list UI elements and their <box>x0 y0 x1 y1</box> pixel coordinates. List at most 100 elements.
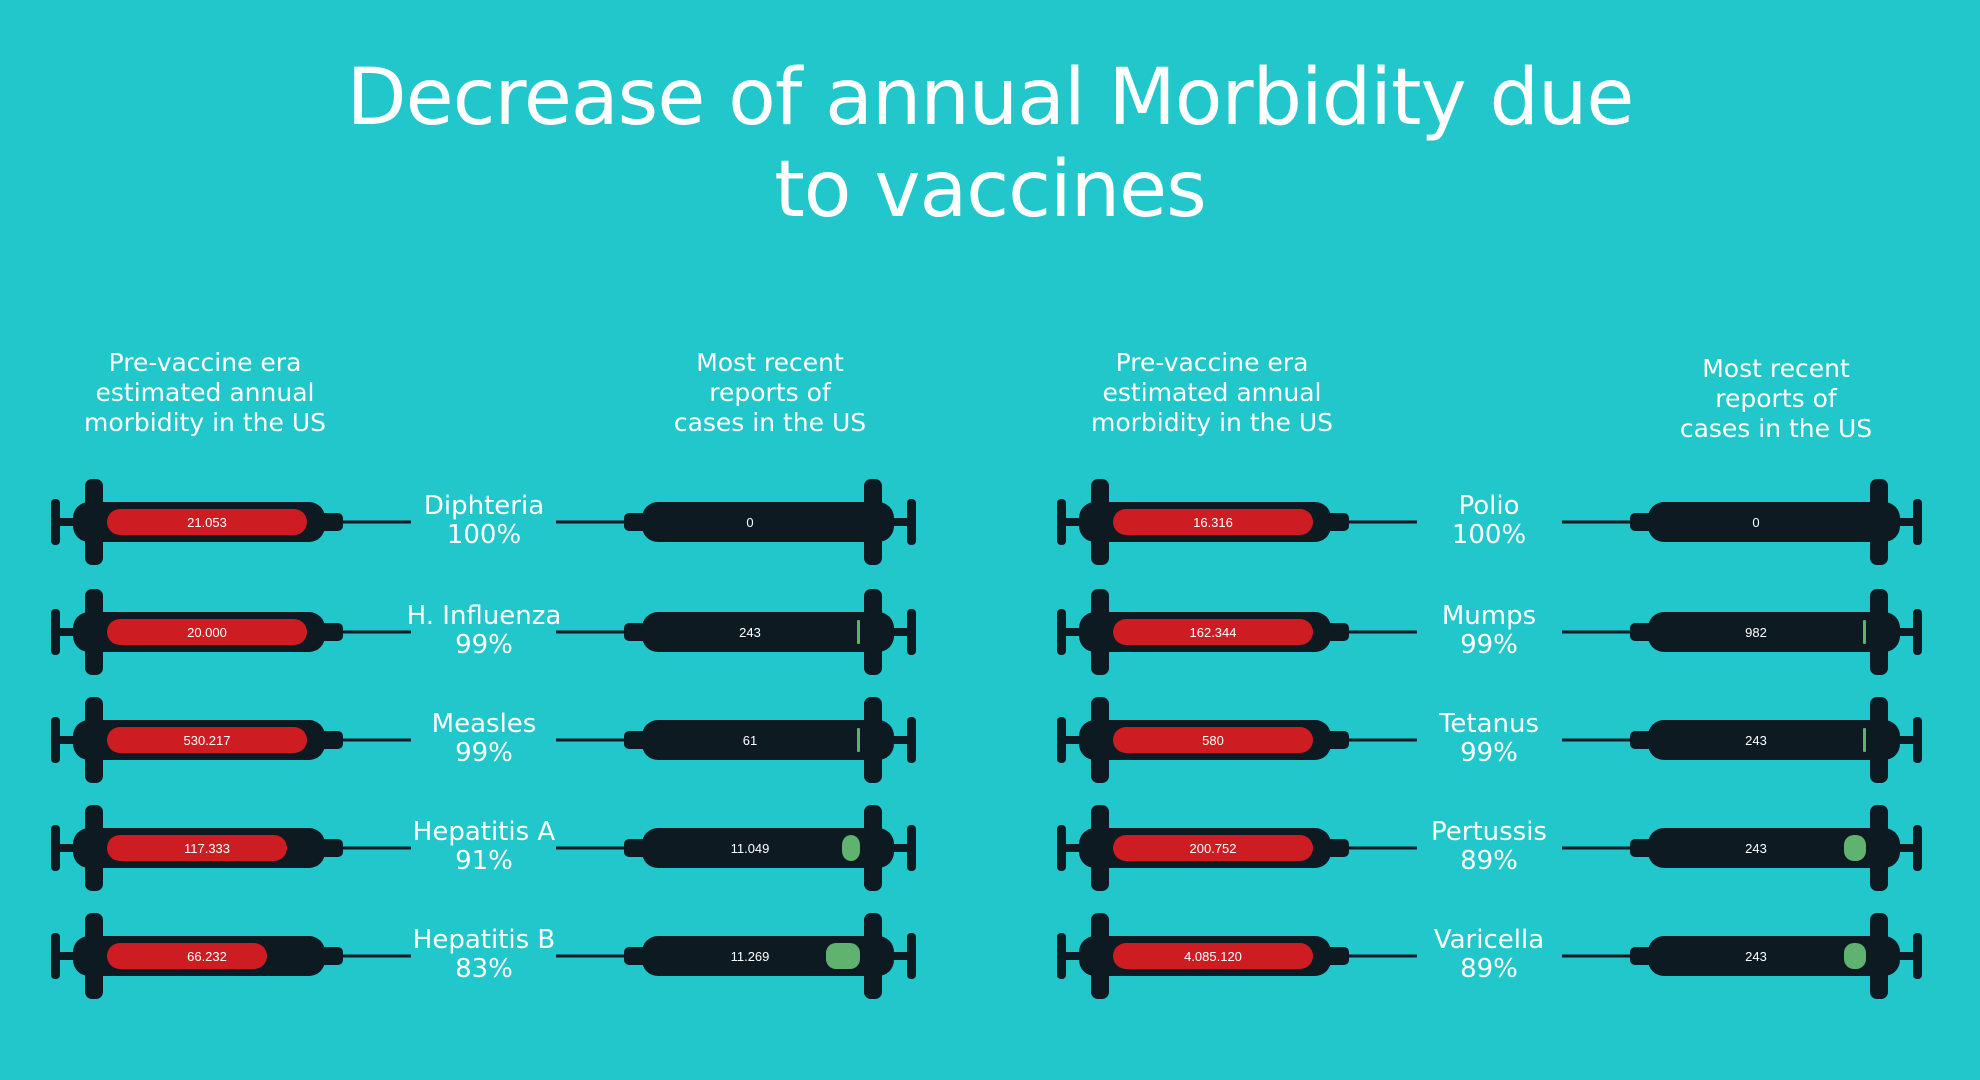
needle <box>341 738 411 742</box>
disease-name: Mumps <box>1441 601 1537 631</box>
disease-label: Measles 99% <box>384 710 584 768</box>
disease-name: Diphteria <box>423 491 545 521</box>
pre-fill-bar <box>107 619 307 645</box>
disease-name: Pertussis <box>1431 817 1547 847</box>
plunger-rod <box>872 844 912 852</box>
plunger-rod <box>1878 518 1918 526</box>
needle <box>1562 520 1632 524</box>
recent-value-label: 982 <box>1745 625 1767 640</box>
disease-label: Mumps 99% <box>1389 602 1589 660</box>
needle <box>1562 630 1632 634</box>
pre-fill-bar <box>107 727 307 753</box>
needle-hub <box>1630 839 1654 857</box>
needle-hub <box>624 731 648 749</box>
pre-syringe: 580 <box>1057 697 1417 783</box>
plunger-rod <box>872 628 912 636</box>
pre-value-label: 580 <box>1202 733 1224 748</box>
needle <box>1347 846 1417 850</box>
recent-syringe: 0 <box>1562 479 1922 565</box>
syringe-barrel <box>642 612 894 652</box>
pre-fill-bar <box>107 509 307 535</box>
recent-fill-bar <box>1863 620 1866 644</box>
pre-value-label: 66.232 <box>187 949 227 964</box>
needle <box>341 520 411 524</box>
disease-name: Varicella <box>1433 925 1545 955</box>
needle-hub <box>1325 839 1349 857</box>
header-pre-left: Pre-vaccine era estimated annual morbidi… <box>84 348 326 437</box>
needle <box>556 630 626 634</box>
title-line-1: Decrease of annual Morbidity due <box>346 53 1635 143</box>
pre-fill-bar <box>1113 943 1313 969</box>
pre-syringe: 162.344 <box>1057 589 1417 675</box>
pre-fill-bar <box>1113 835 1313 861</box>
plunger-cap <box>907 609 916 655</box>
syringe-barrel <box>1648 502 1900 542</box>
pre-syringe: 66.232 <box>51 913 411 999</box>
needle <box>556 846 626 850</box>
needle-hub <box>1630 623 1654 641</box>
plunger-rod <box>1878 628 1918 636</box>
needle <box>1347 520 1417 524</box>
pre-value-label: 21.053 <box>187 515 227 530</box>
needle <box>1562 954 1632 958</box>
disease-label: Hepatitis A 91% <box>384 818 584 876</box>
syringe-barrel <box>1648 828 1900 868</box>
needle <box>556 520 626 524</box>
pre-syringe: 117.333 <box>51 805 411 891</box>
needle-hub <box>624 947 648 965</box>
recent-value-label: 243 <box>1745 841 1767 856</box>
plunger-cap <box>1913 825 1922 871</box>
pre-fill-bar <box>1113 619 1313 645</box>
page-title: Decrease of annual Morbidity due to vacc… <box>0 52 1980 236</box>
needle-hub <box>319 731 343 749</box>
recent-syringe: 243 <box>556 589 916 675</box>
recent-syringe: 243 <box>1562 697 1922 783</box>
header-recent-right: Most recent reports of cases in the US <box>1679 354 1873 443</box>
needle-hub <box>319 513 343 531</box>
pre-syringe: 530.217 <box>51 697 411 783</box>
pre-fill-bar <box>1113 727 1313 753</box>
pre-value-label: 117.333 <box>184 841 230 856</box>
recent-value-label: 61 <box>743 733 757 748</box>
plunger-cap <box>907 933 916 979</box>
needle-hub <box>1630 947 1654 965</box>
recent-syringe: 982 <box>1562 589 1922 675</box>
disease-label: H. Influenza 99% <box>384 602 584 660</box>
pre-syringe: 20.000 <box>51 589 411 675</box>
pre-syringe: 16.316 <box>1057 479 1417 565</box>
disease-name: Hepatitis B <box>412 925 556 955</box>
needle-hub <box>1630 513 1654 531</box>
needle-hub <box>624 839 648 857</box>
needle <box>1562 738 1632 742</box>
title-line-2: to vaccines <box>774 145 1207 235</box>
pre-fill-bar <box>107 835 287 861</box>
plunger-cap <box>1913 717 1922 763</box>
pre-value-label: 530.217 <box>184 733 231 748</box>
plunger-rod <box>872 736 912 744</box>
needle-hub <box>319 839 343 857</box>
decrease-percent: 100% <box>446 520 522 550</box>
decrease-percent: 91% <box>455 846 513 876</box>
needle <box>341 954 411 958</box>
disease-label: Varicella 89% <box>1389 926 1589 984</box>
needle <box>1347 738 1417 742</box>
plunger-cap <box>907 717 916 763</box>
pre-value-label: 16.316 <box>1193 515 1233 530</box>
decrease-percent: 99% <box>1460 630 1518 660</box>
needle <box>341 846 411 850</box>
recent-syringe: 11.049 <box>556 805 916 891</box>
recent-fill-bar <box>857 620 860 644</box>
needle-hub <box>319 623 343 641</box>
recent-fill-bar <box>826 943 860 969</box>
recent-value-label: 11.049 <box>731 841 770 856</box>
plunger-cap <box>907 499 916 545</box>
syringe-barrel <box>1648 612 1900 652</box>
disease-name: H. Influenza <box>406 601 562 631</box>
recent-syringe: 61 <box>556 697 916 783</box>
recent-syringe: 243 <box>1562 913 1922 999</box>
recent-fill-bar <box>842 835 860 861</box>
needle <box>1347 954 1417 958</box>
needle <box>1562 846 1632 850</box>
recent-syringe: 243 <box>1562 805 1922 891</box>
disease-label: Pertussis 89% <box>1389 818 1589 876</box>
